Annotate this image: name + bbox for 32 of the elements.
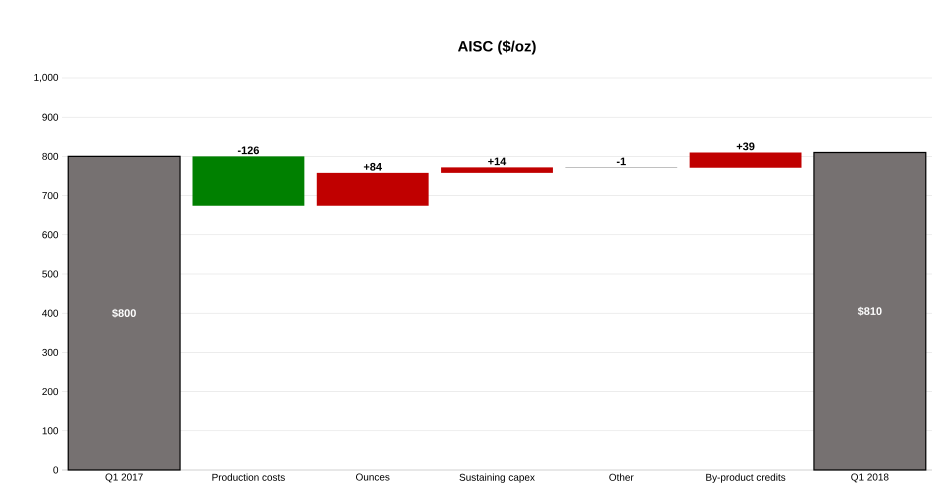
data-label: -1 [616,158,626,166]
bar [192,156,304,206]
bar [68,156,181,471]
x-tick-label: Production costs [212,474,285,481]
data-label: +39 [736,142,754,150]
data-label: $800 [112,308,136,318]
x-tick-label: Q1 2018 [851,474,889,482]
y-tick-label: 700 [42,192,58,200]
data-label: +14 [488,158,506,166]
x-tick-label: Q1 2017 [106,474,143,482]
y-tick-label: 100 [42,427,58,434]
data-label: $810 [858,306,882,316]
bar [316,172,429,206]
y-tick-label: 900 [42,114,58,121]
data-label: +84 [364,162,382,171]
y-tick-label: 0 [53,466,58,474]
y-tick-label: 1,000 [34,74,58,82]
data-label: -126 [238,146,259,154]
y-tick-label: 600 [42,231,58,238]
y-tick-label: 200 [42,388,58,396]
y-tick-label: 400 [42,310,58,317]
y-tick-label: 500 [42,270,58,278]
x-tick-label: By-product credits [706,474,786,483]
bar [690,152,802,168]
x-tick-label: Other [609,474,634,481]
y-tick-label: 800 [42,152,58,160]
bar [813,152,926,471]
y-tick-label: 300 [42,348,58,356]
chart-title: AISC ($/oz) [458,40,536,54]
bar [441,167,553,173]
x-tick-label: Sustaining capex [460,474,535,483]
x-tick-label: Ounces [356,474,390,481]
